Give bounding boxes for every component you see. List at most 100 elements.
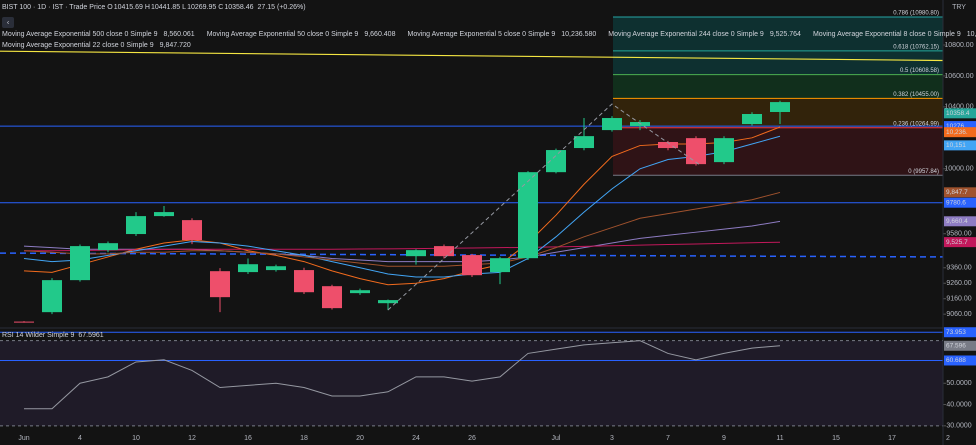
candle-body <box>42 280 62 313</box>
x-tick-label: 20 <box>356 435 364 442</box>
trend-line <box>0 50 944 62</box>
x-tick-label: 16 <box>244 435 252 442</box>
path-drawing <box>387 103 701 311</box>
candle-body <box>434 246 454 257</box>
price-badge-label: 9780.6 <box>946 199 966 206</box>
price-badge-label: 10358.4 <box>946 110 970 117</box>
x-tick-label: 24 <box>412 435 420 442</box>
header: BIST 100 · 1D · IST · Trade Price O 10415.… <box>2 4 976 49</box>
x-tick-label: 10 <box>132 435 140 442</box>
legend-value: 10,151.261 <box>967 31 976 38</box>
rsi-badge <box>944 327 976 338</box>
candle-body <box>182 220 202 241</box>
legend-name: Moving Average Exponential 5 close 0 Sim… <box>407 31 555 38</box>
rsi-badge-label: 67.596 <box>946 342 966 349</box>
candle-body <box>742 114 762 125</box>
candle-body <box>770 102 790 112</box>
x-tick-label: 9 <box>722 435 726 442</box>
y-tick-label: 10600.00 <box>944 73 973 80</box>
fib-label: 0.382 (10455.00) <box>893 92 939 98</box>
legend-value: 9,525.764 <box>770 31 801 38</box>
y-tick-label: 10400.00 <box>944 104 973 111</box>
x-tick-label: 15 <box>832 435 840 442</box>
ma-line <box>23 126 781 286</box>
ma-line <box>24 241 781 252</box>
candle-body <box>154 212 174 217</box>
candle-body <box>686 138 706 165</box>
ohlc-label: O <box>107 4 113 11</box>
fib-zone <box>613 50 943 75</box>
candle-body <box>322 286 342 309</box>
fib-zone <box>613 17 943 51</box>
fib-label: 0.5 (10608.58) <box>900 68 939 74</box>
candle-body <box>126 216 146 235</box>
x-tick-label: 3 <box>610 435 614 442</box>
fib-label: 0.786 (10980.80) <box>893 11 939 17</box>
rsi-tick-label: 30.0000 <box>946 423 971 430</box>
legend-value: 8,560.061 <box>164 31 195 38</box>
legend-name: Moving Average Exponential 244 close 0 S… <box>608 31 764 38</box>
fib-zone <box>613 74 943 99</box>
x-tick-label: 12 <box>188 435 196 442</box>
candle-body <box>630 122 650 127</box>
legend-name: Moving Average Exponential 500 close 0 S… <box>2 31 158 38</box>
candle-body <box>350 290 370 294</box>
x-tick-label: 11 <box>776 435 783 442</box>
y-tick-label: 9060.00 <box>946 311 971 318</box>
rsi-tick-label: 40.0000 <box>946 401 971 408</box>
price-badge-label: 10,151 <box>946 142 966 149</box>
x-tick-label: Jul <box>552 435 561 442</box>
rsi-badge-label: 73.953 <box>946 329 966 336</box>
candle-body <box>210 271 230 298</box>
x-tick-label: 17 <box>888 435 896 442</box>
price-badge <box>944 197 976 208</box>
price-badge <box>944 108 976 119</box>
candle-body <box>238 264 258 273</box>
x-tick-label: 7 <box>666 435 670 442</box>
candle-body <box>294 270 314 293</box>
currency: TRY <box>952 4 966 11</box>
price-badge-label: 9,660.4 <box>946 218 968 225</box>
legend-value: 10,236.580 <box>561 31 596 38</box>
legend-name: Moving Average Exponential 8 close 0 Sim… <box>813 31 961 38</box>
candle-body <box>14 321 34 323</box>
rsi-badge-label: 60.688 <box>946 357 966 364</box>
y-tick-label: 10800.00 <box>944 42 973 49</box>
legend-value: 9,660.408 <box>364 31 395 38</box>
legend-name: Moving Average Exponential 22 close 0 Si… <box>2 42 154 49</box>
rsi-pane: 50.0000 40.0000 30.0000 73.953 67.596 60.688 R… <box>0 327 976 442</box>
ohlc-label: H <box>145 4 150 11</box>
ohlc-value: 10415.69 <box>114 4 143 11</box>
ohlc-value: 10441.85 <box>151 4 180 11</box>
price-badge-label: 9,847.7 <box>946 189 968 196</box>
price-pane: 0.786 (10980.80) 0.618 (10762.15) 0.5 (106… <box>0 11 976 323</box>
candle-body <box>546 150 566 173</box>
collapse-button[interactable] <box>2 17 14 28</box>
y-tick-label: 9580.00 <box>946 231 971 238</box>
x-tick-label: Jun <box>18 435 29 442</box>
rsi-badge <box>944 355 976 366</box>
y-tick-label: 10000.00 <box>944 166 973 173</box>
candle-body <box>658 142 678 149</box>
price-badge <box>944 140 976 151</box>
ohlc-label: C <box>218 4 223 11</box>
candle-body <box>462 255 482 276</box>
price-badge <box>944 216 976 227</box>
fib-zone <box>613 127 943 176</box>
ohlc-value: 10269.95 <box>187 4 216 11</box>
ma-line <box>23 191 781 267</box>
fib-label: 0.618 (10762.15) <box>893 44 939 50</box>
price-badge-label: 9,525.7 <box>946 239 968 246</box>
price-badge <box>944 187 976 198</box>
fib-label: 0 (9957.84) <box>908 169 939 175</box>
ohlc-label: L <box>182 4 186 11</box>
rsi-tick-label: 50.0000 <box>946 380 971 387</box>
price-badge-label: 10276. <box>946 123 966 130</box>
ma-line <box>23 135 781 278</box>
candle-body <box>378 300 398 304</box>
symbol: BIST 100 · 1D · IST · Trade Price <box>2 4 105 11</box>
candle-body <box>490 258 510 273</box>
collapse-icon[interactable]: ‹ <box>7 19 10 26</box>
price-badge <box>944 121 976 132</box>
